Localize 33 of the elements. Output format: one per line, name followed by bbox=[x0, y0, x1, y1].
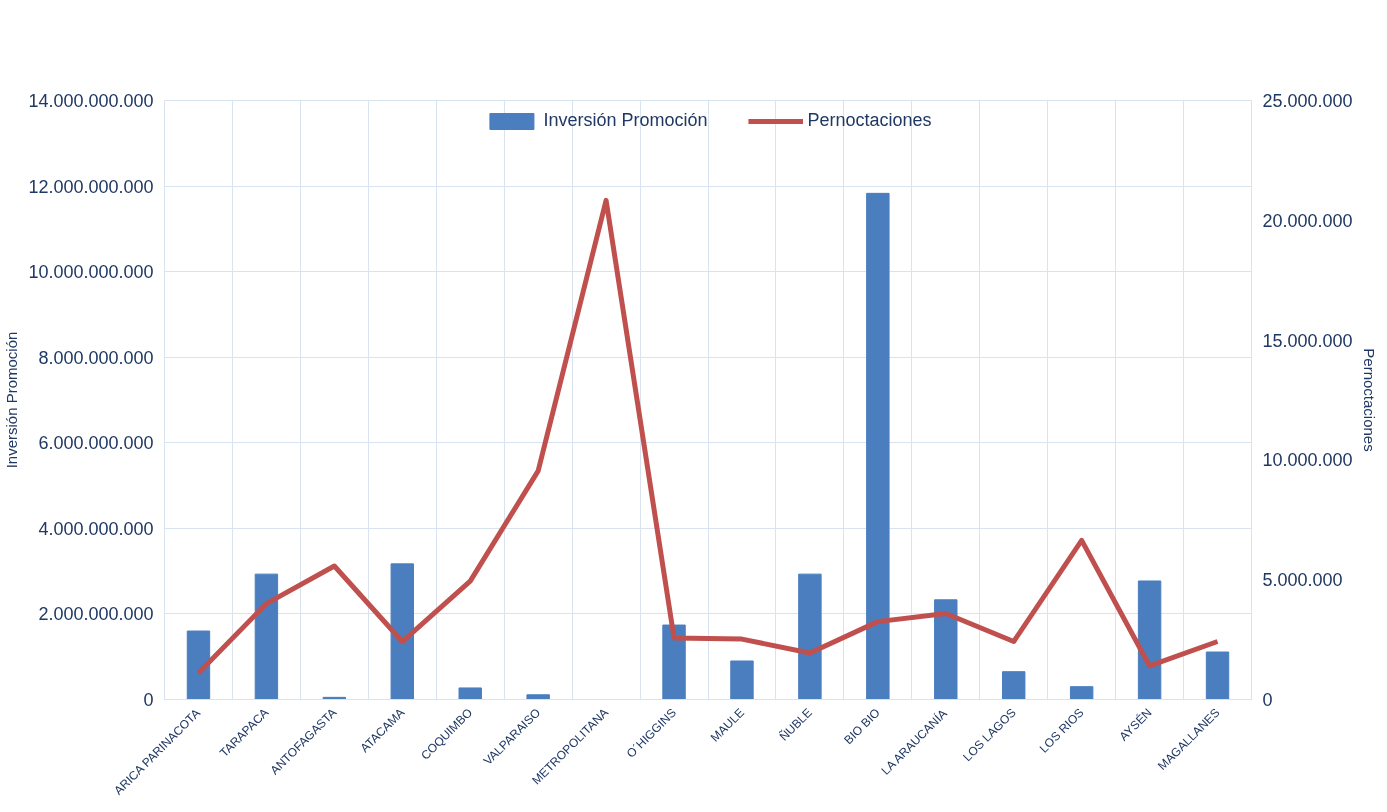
x-tick-label: BIO BIO bbox=[841, 705, 883, 748]
bar bbox=[390, 563, 414, 700]
y2-tick-label: 5.000.000 bbox=[1262, 570, 1343, 591]
bar bbox=[458, 687, 482, 700]
bar bbox=[254, 573, 279, 700]
legend-label: Pernoctaciones bbox=[807, 110, 932, 131]
y-tick-label: 4.000.000.000 bbox=[38, 518, 154, 539]
bar bbox=[186, 630, 211, 700]
y2-tick-label: 20.000.000 bbox=[1262, 210, 1353, 231]
bar bbox=[1137, 580, 1162, 700]
bar bbox=[1002, 671, 1026, 700]
legend-label: Inversión Promoción bbox=[543, 110, 708, 131]
y-tick-label: 14.000.000.000 bbox=[28, 91, 154, 111]
y-tick-label: 12.000.000.000 bbox=[28, 176, 154, 197]
bar bbox=[866, 192, 890, 700]
y-axis-title: Inversión Promoción bbox=[3, 331, 21, 469]
y-tick-label: 2.000.000.000 bbox=[38, 604, 154, 625]
bar bbox=[798, 573, 822, 700]
y-tick-label: 8.000.000.000 bbox=[38, 347, 154, 368]
bar bbox=[1069, 686, 1094, 700]
y-tick-label: 6.000.000.000 bbox=[38, 433, 154, 454]
y2-tick-label: 10.000.000 bbox=[1262, 450, 1353, 471]
y2-axis-title: Pernoctaciones bbox=[1360, 348, 1378, 452]
bar bbox=[730, 660, 754, 700]
bar bbox=[662, 624, 686, 700]
y2-tick-label: 25.000.000 bbox=[1262, 91, 1353, 111]
bar bbox=[934, 599, 958, 700]
y2-tick-label: 15.000.000 bbox=[1262, 330, 1353, 351]
bar bbox=[1205, 651, 1230, 700]
y-tick-label: 0 bbox=[143, 690, 154, 710]
y2-tick-label: 0 bbox=[1262, 690, 1273, 710]
y-tick-label: 10.000.000.000 bbox=[28, 262, 154, 283]
bar bbox=[526, 694, 550, 700]
